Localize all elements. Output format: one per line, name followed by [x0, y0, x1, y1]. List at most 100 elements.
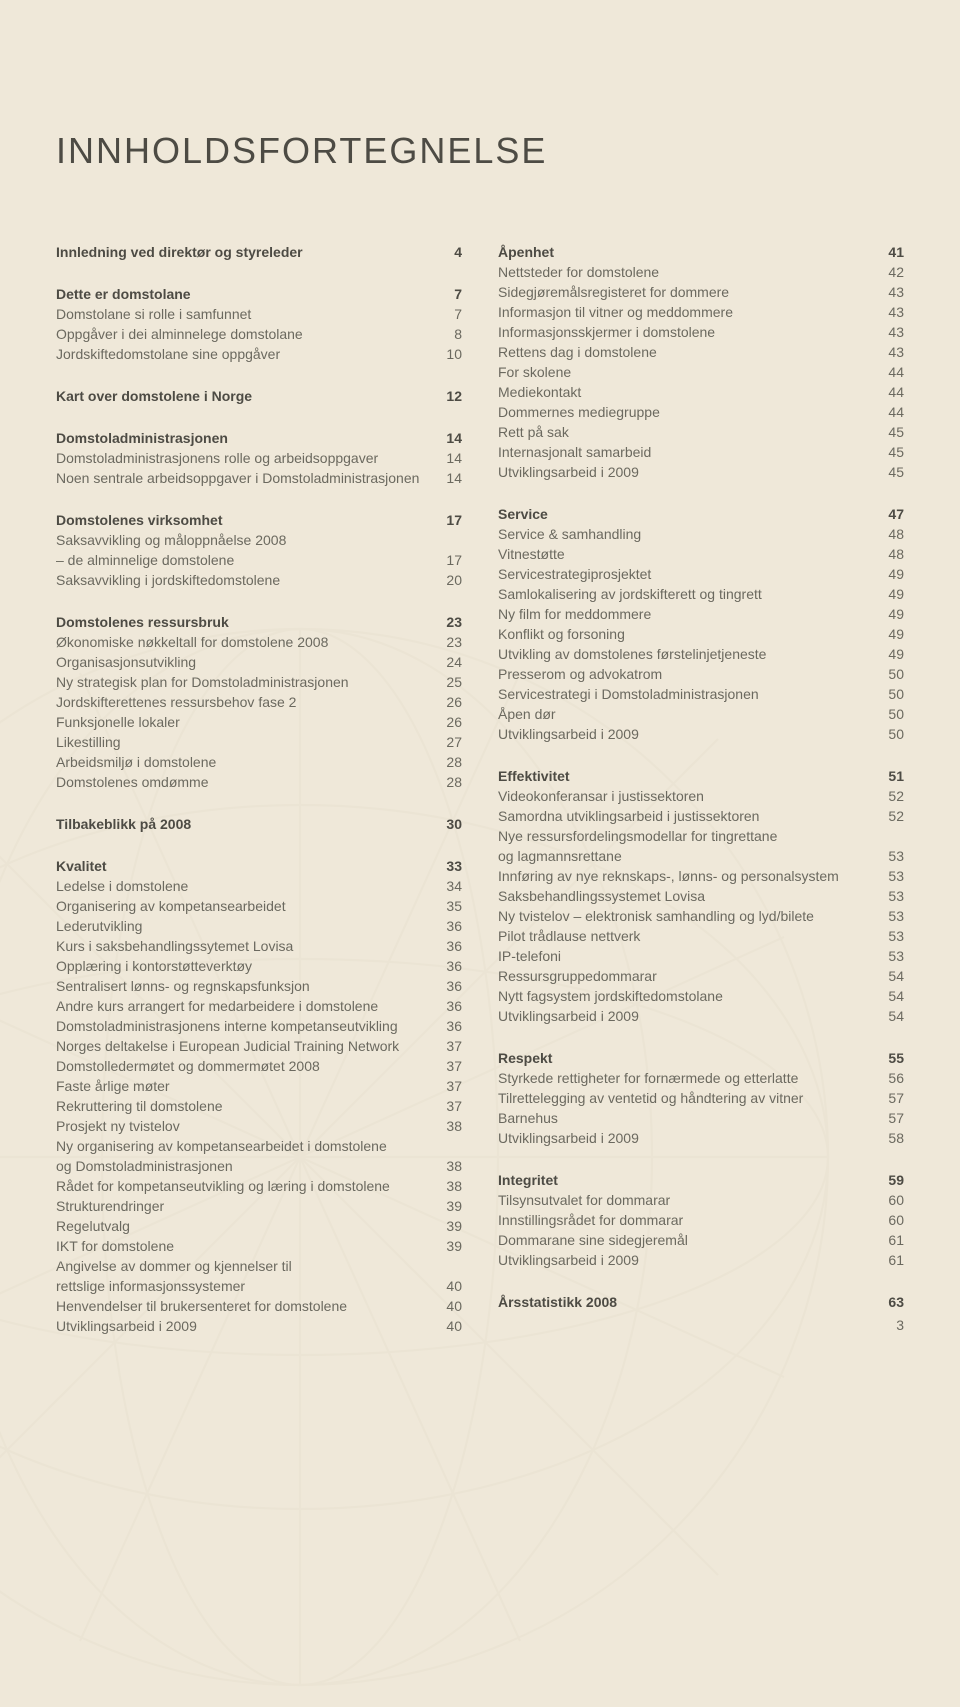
toc-label: Servicestrategi i Domstoladministrasjone… [498, 684, 878, 704]
toc-page-number: 50 [878, 724, 904, 744]
toc-row: Styrkede rettigheter for fornærmede og e… [498, 1068, 904, 1088]
toc-label: Utviklingsarbeid i 2009 [498, 462, 878, 482]
toc-row: Ressursgruppedommarar54 [498, 966, 904, 986]
toc-label: Innføring av nye reknskaps-, lønns- og p… [498, 866, 878, 886]
toc-row: Henvendelser til brukersenteret for doms… [56, 1296, 462, 1316]
toc-page-number: 42 [878, 262, 904, 282]
toc-row-heading: Årsstatistikk 200863 [498, 1292, 904, 1312]
toc-page-number: 55 [878, 1048, 904, 1068]
toc-page-number: 43 [878, 342, 904, 362]
toc-row: og Domstoladministrasjonen38 [56, 1156, 462, 1176]
toc-row: Saksavvikling i jordskiftedomstolene20 [56, 570, 462, 590]
toc-label: Domstoladministrasjonens interne kompeta… [56, 1016, 436, 1036]
toc-label: Norges deltakelse i European Judicial Tr… [56, 1036, 436, 1056]
toc-page-number: 57 [878, 1088, 904, 1108]
toc-label: Barnehus [498, 1108, 878, 1128]
toc-row-heading: Domstoladministrasjonen14 [56, 428, 462, 448]
toc-page-number: 28 [436, 752, 462, 772]
toc-row: Utviklingsarbeid i 200950 [498, 724, 904, 744]
toc-label: Sentralisert lønns- og regnskapsfunksjon [56, 976, 436, 996]
toc-page-number: 54 [878, 986, 904, 1006]
toc-row: Ny strategisk plan for Domstoladministra… [56, 672, 462, 692]
toc-label: Informasjonsskjermer i domstolene [498, 322, 878, 342]
toc-page-number: 50 [878, 704, 904, 724]
toc-label: Samlokalisering av jordskifterett og tin… [498, 584, 878, 604]
toc-page-number: 48 [878, 544, 904, 564]
toc-page-number: 37 [436, 1076, 462, 1096]
toc-label: Nye ressursfordelingsmodellar for tingre… [498, 826, 878, 846]
toc-row-heading: Dette er domstolane7 [56, 284, 462, 304]
toc-page-number: 51 [878, 766, 904, 786]
toc-row: Mediekontakt44 [498, 382, 904, 402]
toc-label: Ny tvistelov – elektronisk samhandling o… [498, 906, 878, 926]
toc-label: Utviklingsarbeid i 2009 [498, 1128, 878, 1148]
toc-page-number: 54 [878, 1006, 904, 1026]
toc-page-number: 28 [436, 772, 462, 792]
toc-row: Presserom og advokatrom50 [498, 664, 904, 684]
toc-label: Rekruttering til domstolene [56, 1096, 436, 1116]
toc-section: Domstolenes ressursbruk23Økonomiske nøkk… [56, 612, 462, 792]
toc-page-number: 60 [878, 1190, 904, 1210]
toc-page-number: 54 [878, 966, 904, 986]
toc-page-number: 36 [436, 996, 462, 1016]
toc-page-number: 48 [878, 524, 904, 544]
toc-section: Dette er domstolane7Domstolane si rolle … [56, 284, 462, 364]
toc-row: Dommarane sine sidegjeremål61 [498, 1230, 904, 1250]
toc-page-number: 30 [436, 814, 462, 834]
toc-row-heading: Domstolenes ressursbruk23 [56, 612, 462, 632]
toc-label: Nettsteder for domstolene [498, 262, 878, 282]
toc-row: Nettsteder for domstolene42 [498, 262, 904, 282]
toc-label: rettslige informasjonssystemer [56, 1276, 436, 1296]
toc-page-number: 40 [436, 1316, 462, 1336]
toc-label: Organisasjonsutvikling [56, 652, 436, 672]
toc-row: Opplæring i kontorstøtteverktøy36 [56, 956, 462, 976]
toc-label: Videokonferansar i justissektoren [498, 786, 878, 806]
toc-page-number: 49 [878, 604, 904, 624]
toc-row-heading: Domstolenes virksomhet17 [56, 510, 462, 530]
toc-page-number: 35 [436, 896, 462, 916]
toc-page-number: 43 [878, 282, 904, 302]
toc-page-number: 17 [436, 550, 462, 570]
toc-row: Informasjonsskjermer i domstolene43 [498, 322, 904, 342]
toc-row: Informasjon til vitner og meddommere43 [498, 302, 904, 322]
toc-page-number: 39 [436, 1236, 462, 1256]
toc-label: Kart over domstolene i Norge [56, 386, 436, 406]
toc-page-number: 38 [436, 1176, 462, 1196]
toc-label: Service & samhandling [498, 524, 878, 544]
toc-row-heading: Tilbakeblikk på 200830 [56, 814, 462, 834]
toc-section: Service47Service & samhandling48Vitnestø… [498, 504, 904, 744]
toc-section: Innledning ved direktør og styreleder4 [56, 242, 462, 262]
toc-label: For skolene [498, 362, 878, 382]
toc-page-number: 36 [436, 956, 462, 976]
toc-row: IKT for domstolene39 [56, 1236, 462, 1256]
toc-row: Servicestrategiprosjektet49 [498, 564, 904, 584]
toc-label: Ny film for meddommere [498, 604, 878, 624]
toc-row: Sidegjøremålsregisteret for dommere43 [498, 282, 904, 302]
toc-row: Noen sentrale arbeidsoppgaver i Domstola… [56, 468, 462, 488]
toc-page-number: 52 [878, 786, 904, 806]
toc-label: Kurs i saksbehandlingssytemet Lovisa [56, 936, 436, 956]
toc-label: Presserom og advokatrom [498, 664, 878, 684]
toc-row: Organisasjonsutvikling24 [56, 652, 462, 672]
toc-label: Regelutvalg [56, 1216, 436, 1236]
toc-row: Saksbehandlingssystemet Lovisa53 [498, 886, 904, 906]
toc-label: Lederutvikling [56, 916, 436, 936]
toc-label: Faste årlige møter [56, 1076, 436, 1096]
toc-page-number: 40 [436, 1296, 462, 1316]
toc-label: Tilbakeblikk på 2008 [56, 814, 436, 834]
toc-page-number: 43 [878, 302, 904, 322]
toc-label: Domstolenes ressursbruk [56, 612, 436, 632]
toc-page-number: 37 [436, 1056, 462, 1076]
toc-label: Rettens dag i domstolene [498, 342, 878, 362]
toc-row: Domstoladministrasjonens rolle og arbeid… [56, 448, 462, 468]
toc-section: Integritet59Tilsynsutvalet for dommarar6… [498, 1170, 904, 1270]
toc-label: Innstillingsrådet for dommarar [498, 1210, 878, 1230]
toc-page-number: 41 [878, 242, 904, 262]
toc-label: Strukturendringer [56, 1196, 436, 1216]
toc-row: Jordskiftedomstolane sine oppgåver10 [56, 344, 462, 364]
toc-section: Domstoladministrasjonen14Domstoladminist… [56, 428, 462, 488]
toc-label: Dette er domstolane [56, 284, 436, 304]
toc-label: Dommarane sine sidegjeremål [498, 1230, 878, 1250]
toc-row: Konflikt og forsoning49 [498, 624, 904, 644]
toc-page-number: 61 [878, 1230, 904, 1250]
